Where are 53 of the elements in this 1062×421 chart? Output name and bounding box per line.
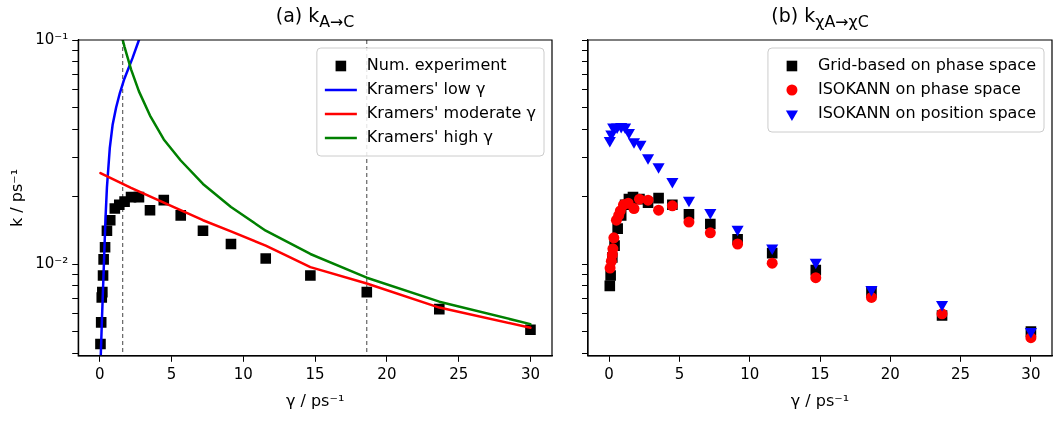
point xyxy=(666,177,679,189)
legend-label: ISOKANN on position space xyxy=(817,103,1036,123)
point xyxy=(305,270,316,281)
x-tick-label: 5 xyxy=(166,364,177,383)
point xyxy=(652,163,665,174)
point xyxy=(809,258,822,270)
legend-label: ISOKANN on phase space xyxy=(817,79,1021,99)
point xyxy=(653,204,665,216)
x-tick-label: 10 xyxy=(740,364,760,383)
legend-label: Grid-based on phase space xyxy=(817,55,1036,75)
legend-label: Kramers' high γ xyxy=(366,127,494,147)
point xyxy=(608,232,620,244)
point xyxy=(641,154,655,165)
point xyxy=(604,280,616,292)
x-tick-label: 10 xyxy=(233,364,253,383)
point xyxy=(197,225,209,236)
point xyxy=(705,218,716,230)
point xyxy=(260,253,272,264)
point xyxy=(732,238,744,250)
point xyxy=(361,286,373,298)
point xyxy=(766,257,778,269)
legend-label: Kramers' moderate γ xyxy=(366,103,537,123)
x-tick-label: 0 xyxy=(604,364,614,383)
point xyxy=(731,225,744,237)
x-tick-label: 25 xyxy=(449,364,469,383)
x-tick-label: 15 xyxy=(810,364,830,383)
y-tick-label: 10⁻¹ xyxy=(35,29,69,48)
point xyxy=(683,216,695,228)
y-axis-title: k / ps⁻¹ xyxy=(6,168,26,227)
x-tick-label: 25 xyxy=(951,364,971,383)
point xyxy=(682,196,696,208)
x-tick-label: 15 xyxy=(305,364,325,383)
chart-title: (a) k$_{A→C}$ xyxy=(275,4,355,31)
point xyxy=(627,138,641,149)
y-tick-label: 10⁻² xyxy=(35,254,69,273)
point xyxy=(704,227,716,239)
point xyxy=(628,203,640,215)
x-tick-label: 30 xyxy=(1021,364,1041,383)
x-tick-label: 0 xyxy=(94,364,105,383)
point xyxy=(810,272,822,284)
x-axis-title: γ / ps⁻¹ xyxy=(285,390,345,410)
chart-title: (b) k$_{χA→χC}$ xyxy=(771,4,869,31)
legend-label: Kramers' low γ xyxy=(366,79,486,99)
x-tick-label: 5 xyxy=(674,364,685,383)
x-tick-label: 20 xyxy=(880,364,900,383)
point xyxy=(622,128,635,140)
point xyxy=(704,208,717,220)
x-tick-label: 20 xyxy=(377,364,397,383)
x-axis-title: γ / ps⁻¹ xyxy=(790,390,850,410)
legend-label: Num. experiment xyxy=(366,55,507,75)
point xyxy=(144,204,156,216)
point xyxy=(653,192,664,204)
x-tick-label: 30 xyxy=(520,364,541,383)
